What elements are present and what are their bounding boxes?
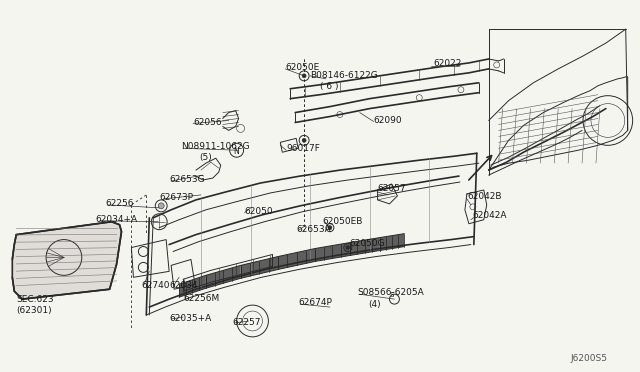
Polygon shape (315, 243, 350, 262)
Text: 62034: 62034 (169, 281, 198, 290)
Text: 62673P: 62673P (159, 193, 193, 202)
Text: (5): (5) (199, 153, 212, 162)
Text: 62257: 62257 (233, 318, 261, 327)
Polygon shape (241, 256, 278, 278)
Text: 62653A: 62653A (296, 225, 331, 234)
Text: ( 6 ): ( 6 ) (320, 82, 339, 91)
Text: S: S (390, 292, 394, 298)
Text: 62042B: 62042B (467, 192, 501, 201)
Circle shape (302, 138, 306, 142)
Circle shape (346, 246, 350, 250)
Text: 62653G: 62653G (169, 175, 205, 184)
Text: 62022: 62022 (433, 59, 461, 68)
Text: 62042A: 62042A (473, 211, 508, 220)
Text: N08911-1062G: N08911-1062G (181, 142, 250, 151)
Text: N: N (234, 147, 239, 156)
Text: 62056: 62056 (193, 118, 221, 126)
Text: 62050E: 62050E (285, 63, 319, 72)
Polygon shape (206, 265, 241, 288)
Text: 62050: 62050 (244, 207, 273, 216)
Polygon shape (12, 222, 122, 299)
Text: 62674P: 62674P (298, 298, 332, 307)
Text: 62256M: 62256M (183, 294, 220, 303)
Text: (62301): (62301) (16, 306, 52, 315)
Text: 62034+A: 62034+A (96, 215, 138, 224)
Circle shape (328, 226, 332, 230)
Polygon shape (179, 275, 206, 297)
Text: 62057: 62057 (378, 184, 406, 193)
Text: B08146-6122G: B08146-6122G (310, 71, 378, 80)
Text: 62256: 62256 (106, 199, 134, 208)
Text: 62050G: 62050G (350, 238, 385, 248)
Text: 62050EB: 62050EB (322, 217, 362, 226)
Text: (4): (4) (369, 300, 381, 309)
Text: SEC.623: SEC.623 (16, 295, 54, 304)
Polygon shape (350, 238, 380, 256)
Text: 62035+A: 62035+A (169, 314, 211, 323)
Text: 62090: 62090 (374, 116, 402, 125)
Polygon shape (278, 248, 315, 269)
Polygon shape (380, 234, 404, 250)
Circle shape (158, 203, 164, 209)
Text: 62740: 62740 (141, 281, 170, 290)
Circle shape (302, 74, 306, 78)
Text: S08566-6205A: S08566-6205A (358, 288, 424, 297)
Text: 96017F: 96017F (286, 144, 320, 153)
Text: J6200S5: J6200S5 (571, 354, 608, 363)
